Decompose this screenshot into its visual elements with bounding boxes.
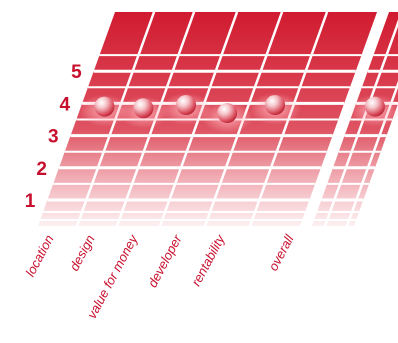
category-label: developer: [145, 232, 185, 290]
rating-marker: [133, 98, 154, 119]
category-label: design: [66, 232, 97, 273]
category-label: overall: [265, 231, 297, 273]
rating-marker: [265, 95, 286, 116]
y-tick-label: 1: [25, 191, 36, 212]
y-tick-label: 3: [48, 127, 59, 148]
rating-marker: [217, 103, 238, 124]
rating-markers: [78, 93, 398, 134]
rating-marker: [94, 96, 115, 117]
y-tick-label: 5: [71, 62, 82, 83]
y-tick-label: 2: [36, 159, 47, 180]
y-tick-label: 4: [60, 94, 71, 115]
category-label: location: [22, 232, 56, 279]
rating-marker: [176, 95, 197, 116]
rating-marker: [364, 96, 385, 117]
category-label: rentability: [188, 231, 228, 288]
